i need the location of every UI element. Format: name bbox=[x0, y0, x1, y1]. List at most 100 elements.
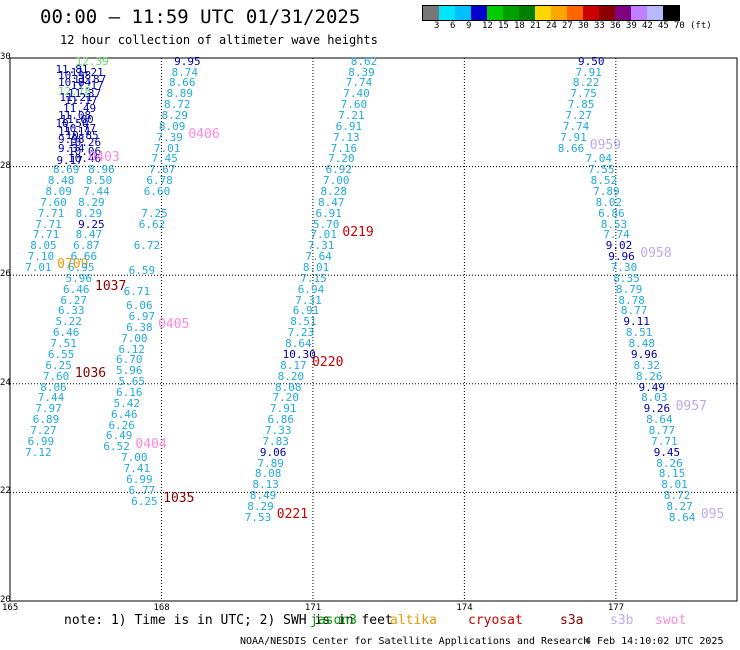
wave-height-value: 7.44 bbox=[37, 391, 65, 405]
legend-label: 30 bbox=[578, 21, 589, 31]
wave-height-value: 10.85 bbox=[65, 129, 99, 143]
wave-height-value: 11.87 bbox=[73, 72, 107, 86]
pass-label: 0220 bbox=[312, 355, 344, 371]
lon-tick-label: 165 bbox=[2, 603, 19, 613]
wave-height-value: 5.70 bbox=[312, 217, 340, 231]
pass-label: 0405 bbox=[158, 317, 190, 333]
wave-height-value: 6.72 bbox=[133, 239, 161, 253]
wave-height-value: 6.95 bbox=[68, 261, 95, 275]
legend-swatch bbox=[663, 6, 679, 20]
wave-height-value: 6.99 bbox=[126, 472, 153, 486]
wave-height-value: 5.65 bbox=[118, 375, 146, 389]
wave-height-value: 8.51 bbox=[625, 326, 653, 340]
wave-height-value: 8.89 bbox=[166, 87, 194, 101]
wave-height-value: 6.06 bbox=[126, 299, 153, 313]
wave-height-value: 8.48 bbox=[47, 174, 75, 188]
lat-tick-label: 26 bbox=[0, 269, 11, 280]
wave-height-value: 7.55 bbox=[588, 163, 615, 177]
wave-height-value: 8.09 bbox=[158, 119, 186, 133]
wave-height-value: 5.96 bbox=[116, 364, 143, 378]
wave-height-value: 6.78 bbox=[146, 174, 173, 188]
wave-height-value: 7.31 bbox=[295, 293, 322, 307]
wave-height-value: 6.49 bbox=[105, 429, 133, 443]
wave-height-value: 12.39 bbox=[75, 54, 109, 68]
wave-height-value: 6.91 bbox=[335, 119, 363, 133]
pass-label: 0406 bbox=[188, 127, 220, 143]
note-text: note: 1) Time is in UTC; 2) SWH is in fe… bbox=[64, 613, 393, 628]
wave-height-value: 7.33 bbox=[264, 423, 292, 437]
wave-height-value: 8.52 bbox=[590, 174, 618, 188]
wave-height-value: 8.51 bbox=[290, 315, 317, 329]
wave-height-value: 8.77 bbox=[648, 423, 676, 437]
wave-height-value: 9.17 bbox=[56, 154, 83, 168]
wave-height-value: 6.46 bbox=[52, 326, 80, 340]
wave-height-value: 7.31 bbox=[307, 239, 335, 253]
color-legend-bar bbox=[422, 5, 680, 21]
wave-height-value: 8.01 bbox=[661, 478, 688, 492]
wave-height-value: 8.17 bbox=[280, 358, 307, 372]
wave-height-value: 8.66 bbox=[557, 141, 585, 155]
wave-height-value: 8.78 bbox=[618, 293, 645, 307]
wave-height-value: 8.32 bbox=[633, 358, 661, 372]
wave-height-value: 6.33 bbox=[57, 304, 85, 318]
wave-height-value: 7.60 bbox=[40, 195, 67, 209]
wave-height-value: 10.46 bbox=[68, 152, 102, 166]
wave-height-value: 8.01 bbox=[302, 261, 330, 275]
satellite-s3a: s3a bbox=[560, 613, 584, 628]
wave-height-value: 8.20 bbox=[277, 369, 305, 383]
wave-height-value: 7.85 bbox=[567, 98, 595, 112]
wave-height-value: 6.70 bbox=[116, 353, 143, 367]
wave-height-value: 8.53 bbox=[600, 217, 628, 231]
wave-height-value: 6.86 bbox=[267, 413, 294, 427]
wave-height-value: 6.99 bbox=[27, 434, 55, 448]
page-subtitle: 12 hour collection of altimeter wave hei… bbox=[60, 33, 378, 47]
wave-height-value: 8.09 bbox=[45, 185, 72, 199]
legend-label: 36 bbox=[610, 21, 621, 31]
wave-height-value: 8.29 bbox=[78, 195, 105, 209]
wave-height-value: 10.98 bbox=[57, 69, 92, 83]
wave-height-value: 8.66 bbox=[169, 76, 196, 90]
wave-height-value: 7.97 bbox=[35, 402, 62, 416]
legend-label: 45 bbox=[658, 21, 669, 31]
wave-height-value: 8.79 bbox=[615, 282, 643, 296]
wave-height-value: 6.86 bbox=[598, 206, 625, 220]
wave-height-value: 7.00 bbox=[323, 174, 350, 188]
wave-height-value: 8.74 bbox=[171, 65, 199, 79]
wave-height-value: 8.49 bbox=[249, 489, 277, 503]
wave-height-value: 10.84 bbox=[57, 76, 92, 90]
wave-height-value: 7.83 bbox=[262, 434, 289, 448]
wave-height-value: 8.64 bbox=[285, 337, 312, 351]
wave-height-value: 11.11 bbox=[57, 125, 92, 139]
lat-tick-label: 28 bbox=[0, 160, 11, 171]
legend-swatch bbox=[647, 6, 663, 20]
wave-height-value: 5.96 bbox=[65, 271, 93, 285]
wave-height-value: 8.64 bbox=[646, 413, 673, 427]
legend-swatch bbox=[631, 6, 647, 20]
wave-height-value: 9.96 bbox=[608, 250, 635, 264]
wave-height-value: 9.49 bbox=[638, 380, 666, 394]
pass-label: 0958 bbox=[640, 246, 672, 262]
satellite-altika: altika bbox=[390, 613, 437, 628]
satellite-jason3: jason3 bbox=[310, 613, 357, 628]
pass-label: 0221 bbox=[276, 507, 309, 523]
wave-height-value: 6.66 bbox=[70, 250, 98, 264]
wave-height-value: 11.08 bbox=[57, 109, 92, 122]
wave-height-value: 6.25 bbox=[131, 494, 158, 508]
wave-height-value: 8.22 bbox=[572, 76, 600, 90]
wave-height-value: 6.77 bbox=[128, 483, 156, 497]
wave-height-value: 8.06 bbox=[40, 380, 67, 394]
wave-height-value: 8.26 bbox=[636, 369, 663, 383]
wave-height-value: 11.21 bbox=[59, 91, 93, 105]
wave-height-value: 7.41 bbox=[123, 461, 151, 475]
wave-height-value: 5.42 bbox=[113, 396, 140, 410]
pass-label: 1035 bbox=[163, 490, 195, 506]
wave-height-value: 8.50 bbox=[85, 174, 113, 188]
wave-height-value: 8.47 bbox=[317, 195, 345, 209]
pass-label: 1037 bbox=[95, 279, 127, 295]
wave-height-value: 9.95 bbox=[174, 54, 201, 68]
wave-height-value: 6.97 bbox=[128, 309, 156, 323]
wave-height-value: 8.69 bbox=[52, 163, 80, 177]
wave-height-value: 10.06 bbox=[68, 145, 102, 159]
wave-height-value: 9.50 bbox=[577, 54, 605, 68]
